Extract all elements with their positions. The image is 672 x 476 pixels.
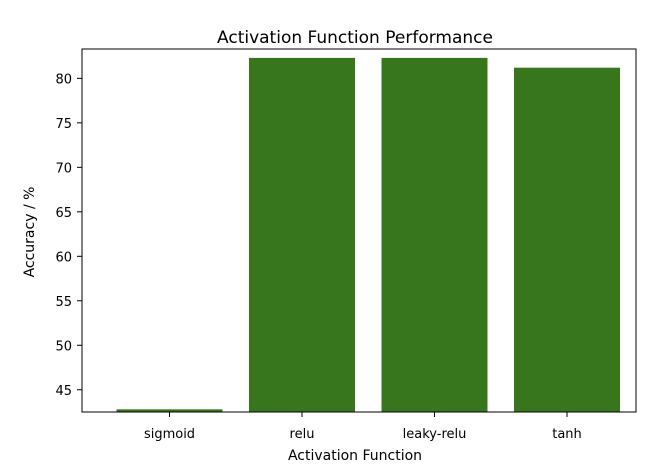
bar-sigmoid xyxy=(116,409,223,412)
x-tick-label: tanh xyxy=(552,427,582,442)
y-tick-label: 75 xyxy=(55,117,72,132)
bar-relu xyxy=(249,57,355,412)
y-tick-label: 45 xyxy=(55,384,72,399)
x-tick-label: leaky-relu xyxy=(403,427,467,442)
y-tick-label: 55 xyxy=(55,295,72,310)
y-axis-ticks: 45 50 55 60 65 70 75 80 xyxy=(55,72,82,399)
bar-tanh xyxy=(514,67,620,412)
plot-frame xyxy=(81,48,637,413)
y-tick-label: 80 xyxy=(55,72,72,87)
y-axis-label: Accuracy / % xyxy=(22,187,38,278)
chart-title: Activation Function Performance xyxy=(217,28,493,48)
y-tick-label: 50 xyxy=(55,339,72,354)
y-tick-label: 60 xyxy=(55,250,72,265)
y-tick-label: 70 xyxy=(55,161,72,176)
x-axis-ticks: sigmoid relu leaky-relu tanh xyxy=(144,412,582,442)
x-tick-label: sigmoid xyxy=(144,427,195,442)
y-tick-label: 65 xyxy=(55,206,72,221)
x-tick-label: relu xyxy=(290,427,315,442)
bar-leaky-relu xyxy=(381,57,488,412)
x-axis-label: Activation Function xyxy=(288,448,422,464)
bars-group xyxy=(116,57,620,412)
